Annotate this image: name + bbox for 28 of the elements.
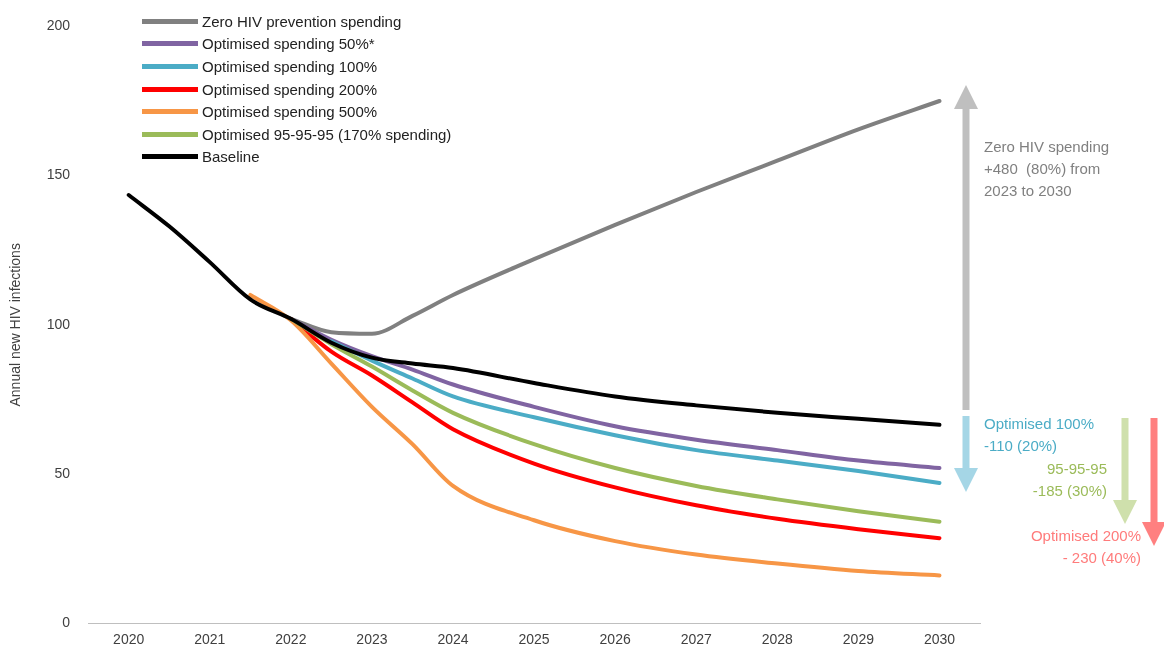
- y-axis-title: Annual new HIV infections: [7, 243, 24, 407]
- legend-label: Optimised spending 50%*: [202, 35, 375, 53]
- legend-label: Optimised spending 200%: [202, 80, 378, 98]
- x-tick-label: 2025: [518, 631, 550, 648]
- y-tick-label: 50: [54, 464, 71, 481]
- x-tick-label: 2023: [356, 631, 388, 648]
- text: Optimised 200% - 230 (40%): [1030, 526, 1141, 568]
- y-tick-label: 100: [46, 315, 71, 332]
- x-tick-label: 2026: [599, 631, 631, 648]
- y-tick-label: 150: [46, 166, 71, 183]
- x-tick-label: 2029: [842, 631, 875, 648]
- x-tick-label: 2028: [761, 631, 794, 648]
- y-tick-label: 0: [62, 614, 71, 631]
- legend-label: Optimised spending 500%: [202, 103, 378, 121]
- x-tick-label: 2021: [194, 631, 226, 648]
- x-tick-label: 2024: [437, 631, 469, 648]
- legend-label: Zero HIV prevention spending: [202, 12, 402, 30]
- x-tick-label: 2030: [923, 631, 956, 648]
- x-tick-label: 2022: [275, 631, 307, 648]
- text: 95-95-95 -185 (30%): [1032, 459, 1107, 501]
- legend-label: Baseline: [202, 148, 260, 166]
- x-tick-label: 2020: [113, 631, 145, 648]
- text: Zero HIV spending +480 (80%) from 2023 to 2030: [984, 137, 1110, 201]
- x-tick-label: 2027: [680, 631, 713, 648]
- legend-label: Optimised 95-95-95 (170% spending): [202, 125, 452, 143]
- text: Optimised 100% -110 (20%): [984, 414, 1095, 456]
- y-tick-label: 200: [46, 17, 71, 34]
- legend-label: Optimised spending 100%: [202, 57, 378, 75]
